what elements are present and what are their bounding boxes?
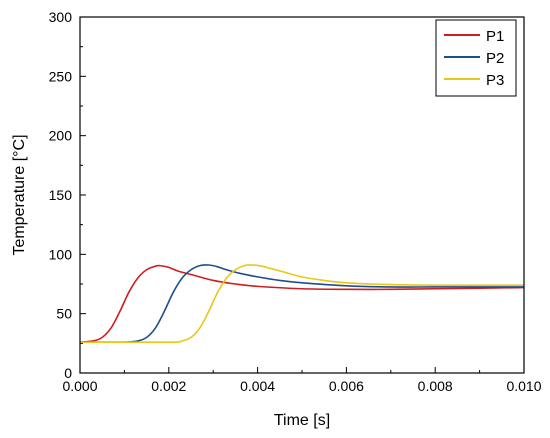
x-tick-label: 0.010 [506,378,541,394]
series-line-p3 [79,264,524,344]
y-tick-label: 300 [49,9,73,25]
y-tick-label: 0 [64,365,72,381]
y-tick-label: 150 [49,187,73,203]
series-line-p1 [79,264,525,343]
x-tick-label: 0.004 [240,378,275,394]
legend-label-p1: P1 [486,28,504,45]
x-axis-title: Time [s] [274,412,330,429]
legend-label-p2: P2 [486,50,504,67]
x-tick-label: 0.006 [329,378,364,394]
series-layer [79,264,525,344]
y-axis-title: Temperature [°C] [11,134,28,255]
x-tick-label: 0.002 [151,378,186,394]
y-tick-label: 200 [49,128,73,144]
tick-layer: 0.000 0.002 0.004 0.006 0.008 0.010 0 50 100 150 2… [49,9,542,394]
series-line-p2 [79,264,524,344]
x-tick-label: 0.008 [418,378,453,394]
y-tick-label: 50 [56,306,72,322]
y-tick-label: 100 [49,246,73,262]
plot-frame [79,16,525,374]
legend: P1 P2 P3 [435,19,517,97]
legend-label-p3: P3 [486,72,504,89]
x-tick-label: 0.000 [62,378,97,394]
y-tick-label: 250 [49,68,73,84]
